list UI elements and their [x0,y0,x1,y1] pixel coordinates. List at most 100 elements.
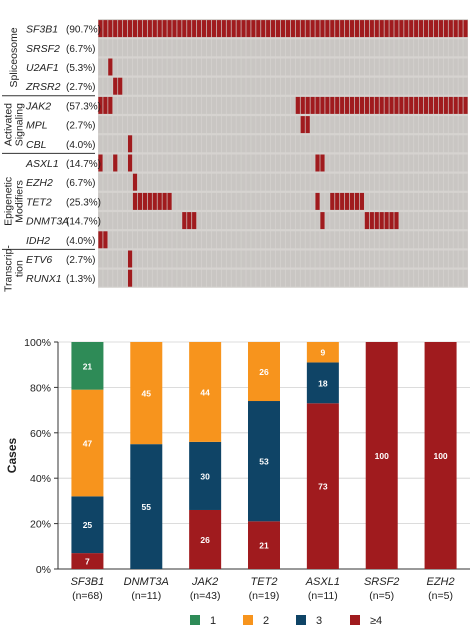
case-cell [320,192,325,210]
case-cell [147,39,152,57]
case-cell [123,231,128,249]
case-cell [443,154,448,172]
case-cell [349,250,355,268]
case-cell [419,39,424,57]
case-cell [197,96,202,114]
case-cell [310,250,315,268]
case-cell [256,192,261,210]
mutation-cell [216,20,221,38]
case-cell [374,154,379,172]
case-cell [118,154,123,172]
mutation-cell [256,20,261,38]
case-cell [236,269,241,287]
mutation-cell [137,20,143,38]
group-label: Modifiers [14,180,26,223]
case-cell [463,116,468,134]
case-cell [177,77,182,95]
case-cell [167,231,172,249]
case-cell [280,96,286,114]
y-axis-label: Cases [5,438,19,474]
case-cell [142,173,147,191]
case-cell [162,269,167,287]
case-cell [201,192,207,210]
case-cell [231,96,236,114]
case-cell [285,231,291,249]
case-cell [236,39,241,57]
legend-label: 2 [263,615,269,627]
case-cell [340,250,345,268]
case-cell [315,173,320,191]
case-cell [256,39,261,57]
bar-segment [130,444,163,569]
case-cell [404,135,409,153]
case-cell [379,269,384,287]
case-cell [419,77,424,95]
case-cell [147,58,152,76]
case-cell [108,77,113,95]
group-label: Epigenetic [3,177,15,226]
bar-segment [306,403,339,569]
case-cell [123,250,128,268]
case-cell [206,250,212,268]
case-cell [147,116,152,134]
case-cell [241,77,246,95]
case-cell [349,58,355,76]
oncoprint-row-mpl [98,116,468,134]
case-cell [157,39,162,57]
case-cell [320,231,325,249]
case-cell [246,250,251,268]
case-cell [256,231,261,249]
mutation-cell [428,96,434,114]
case-cell [147,269,152,287]
case-cell [290,154,295,172]
case-cell [290,173,295,191]
case-cell [315,269,320,287]
case-cell [271,154,276,172]
gene-percent: (25.3%) [66,197,101,208]
case-cell [266,96,271,114]
case-cell [172,135,177,153]
mutation-cell [330,96,335,114]
case-cell [123,77,128,95]
mutation-cell [305,20,310,38]
case-cell [374,173,379,191]
mutation-cell [295,20,300,38]
mutation-cell [340,20,345,38]
case-cell [463,231,468,249]
case-cell [256,250,261,268]
case-cell [177,231,182,249]
case-cell [300,250,305,268]
case-cell [364,39,369,57]
case-cell [241,58,246,76]
mutation-cell [399,20,404,38]
case-cell [271,192,276,210]
mutation-cell [443,20,448,38]
case-cell [147,250,152,268]
case-cell [340,58,345,76]
case-cell [359,135,365,153]
case-cell [458,269,463,287]
case-cell [266,116,271,134]
case-cell [295,269,300,287]
case-cell [221,96,226,114]
mutation-cell [113,154,118,172]
case-cell [404,77,409,95]
case-cell [201,96,207,114]
case-cell [162,58,167,76]
case-cell [142,96,147,114]
case-cell [453,135,458,153]
case-cell [177,173,182,191]
gene-label: MPL [26,120,48,132]
mutation-cell [369,96,374,114]
case-cell [374,250,379,268]
oncoprint-row-tet2 [98,192,468,210]
case-cell [364,192,369,210]
case-cell [103,212,108,230]
mutation-cell [118,20,123,38]
case-cell [246,96,251,114]
case-cell [335,231,340,249]
case-cell [241,231,246,249]
case-cell [345,231,350,249]
case-cell [266,39,271,57]
case-cell [206,269,212,287]
